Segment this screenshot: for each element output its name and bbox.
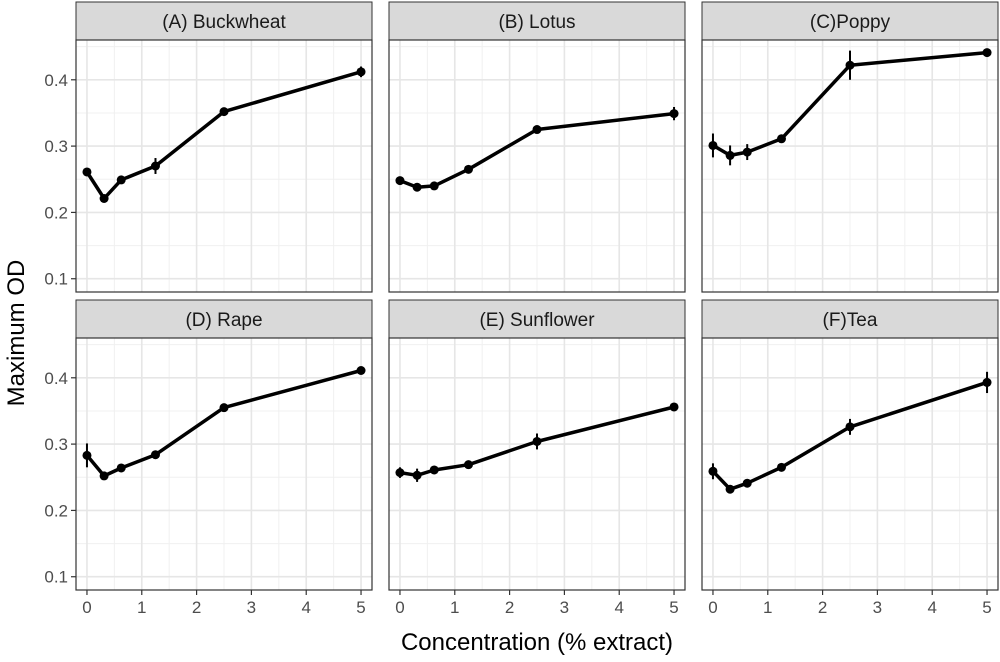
data-point	[742, 147, 752, 157]
data-point	[532, 125, 542, 135]
data-point	[532, 436, 542, 446]
data-point	[708, 140, 718, 150]
data-point	[356, 365, 366, 375]
data-point	[725, 484, 735, 494]
panel-strip	[388, 1, 686, 41]
panels: (A) Buckwheat 0.1 0.2 0.3 0.4 (B) Lotus (C)Pop…	[44, 1, 999, 617]
data-point	[776, 462, 786, 472]
y-tick-label: 0.3	[44, 137, 68, 156]
panel-strip	[75, 299, 373, 339]
panel-title: (B) Lotus	[498, 12, 575, 33]
x-tick-label: 3	[560, 598, 569, 617]
series-line	[85, 70, 362, 201]
panel-title: (A) Buckwheat	[162, 12, 286, 33]
data-point	[725, 150, 735, 160]
panel-title: (E) Sunflower	[479, 310, 595, 331]
panel-border	[701, 337, 999, 591]
x-tick-label: 1	[763, 598, 772, 617]
data-point	[982, 48, 992, 58]
panel-title: (F)Tea	[823, 310, 878, 331]
data-point	[219, 107, 229, 117]
data-point	[116, 175, 126, 185]
data-point	[82, 450, 92, 460]
data-point	[669, 402, 679, 412]
x-tick-label: 2	[505, 598, 514, 617]
panel: (D) Rape 0.1 0.2 0.3 0.4 0 1 2 3 4 5	[44, 299, 373, 617]
y-tick-label: 0.2	[44, 501, 68, 520]
panel: (B) Lotus	[388, 1, 686, 293]
data-point	[116, 463, 126, 473]
panel-strip	[388, 299, 686, 339]
data-point	[742, 478, 752, 488]
data-point	[395, 176, 405, 186]
panel-strip	[701, 1, 999, 41]
x-tick-label: 2	[818, 598, 827, 617]
data-point	[99, 193, 109, 203]
data-point	[429, 181, 439, 191]
data-point	[150, 450, 160, 460]
y-tick-label: 0.1	[44, 568, 68, 587]
panel-border	[701, 39, 999, 293]
data-point	[150, 161, 160, 171]
data-point	[356, 67, 366, 77]
panel: (F)Tea 0 1 2 3 4 5	[701, 299, 999, 617]
x-tick-label: 5	[982, 598, 991, 617]
x-tick-label: 3	[247, 598, 256, 617]
y-tick-label: 0.2	[44, 203, 68, 222]
x-tick-label: 5	[356, 598, 365, 617]
data-point	[395, 468, 405, 478]
data-point	[429, 465, 439, 475]
data-point	[845, 60, 855, 70]
panel-border	[75, 337, 373, 591]
x-tick-label: 2	[192, 598, 201, 617]
data-point	[412, 470, 422, 480]
panel-border	[388, 337, 686, 591]
y-tick-label: 0.3	[44, 435, 68, 454]
y-tick-label: 0.4	[44, 71, 68, 90]
data-point	[982, 377, 992, 387]
data-point	[463, 164, 473, 174]
panel-strip	[75, 1, 373, 41]
x-tick-label: 0	[395, 598, 404, 617]
data-point	[845, 422, 855, 432]
x-tick-label: 4	[614, 598, 623, 617]
panel-title: (D) Rape	[185, 310, 262, 331]
y-tick-label: 0.1	[44, 270, 68, 289]
data-point	[219, 403, 229, 413]
x-tick-label: 4	[301, 598, 310, 617]
panel: (E) Sunflower 0 1 2 3 4 5	[388, 299, 686, 617]
panel: (C)Poppy	[701, 1, 999, 293]
panel-border	[388, 39, 686, 293]
panel-title: (C)Poppy	[810, 12, 891, 33]
x-tick-label: 1	[137, 598, 146, 617]
x-tick-label: 0	[708, 598, 717, 617]
panel: (A) Buckwheat 0.1 0.2 0.3 0.4	[44, 1, 373, 293]
data-point	[708, 466, 718, 476]
x-tick-label: 1	[450, 598, 459, 617]
data-point	[463, 460, 473, 470]
data-point	[99, 471, 109, 481]
x-tick-label: 4	[927, 598, 936, 617]
y-tick-label: 0.4	[44, 369, 68, 388]
y-axis-label: Maximum OD	[3, 260, 30, 407]
x-tick-label: 5	[669, 598, 678, 617]
x-tick-label: 3	[873, 598, 882, 617]
x-axis-label: Concentration (% extract)	[401, 629, 673, 656]
data-point	[776, 134, 786, 144]
data-point	[669, 109, 679, 119]
x-tick-label: 0	[82, 598, 91, 617]
data-point	[412, 182, 422, 192]
data-point	[82, 167, 92, 177]
panel-border	[75, 39, 373, 293]
